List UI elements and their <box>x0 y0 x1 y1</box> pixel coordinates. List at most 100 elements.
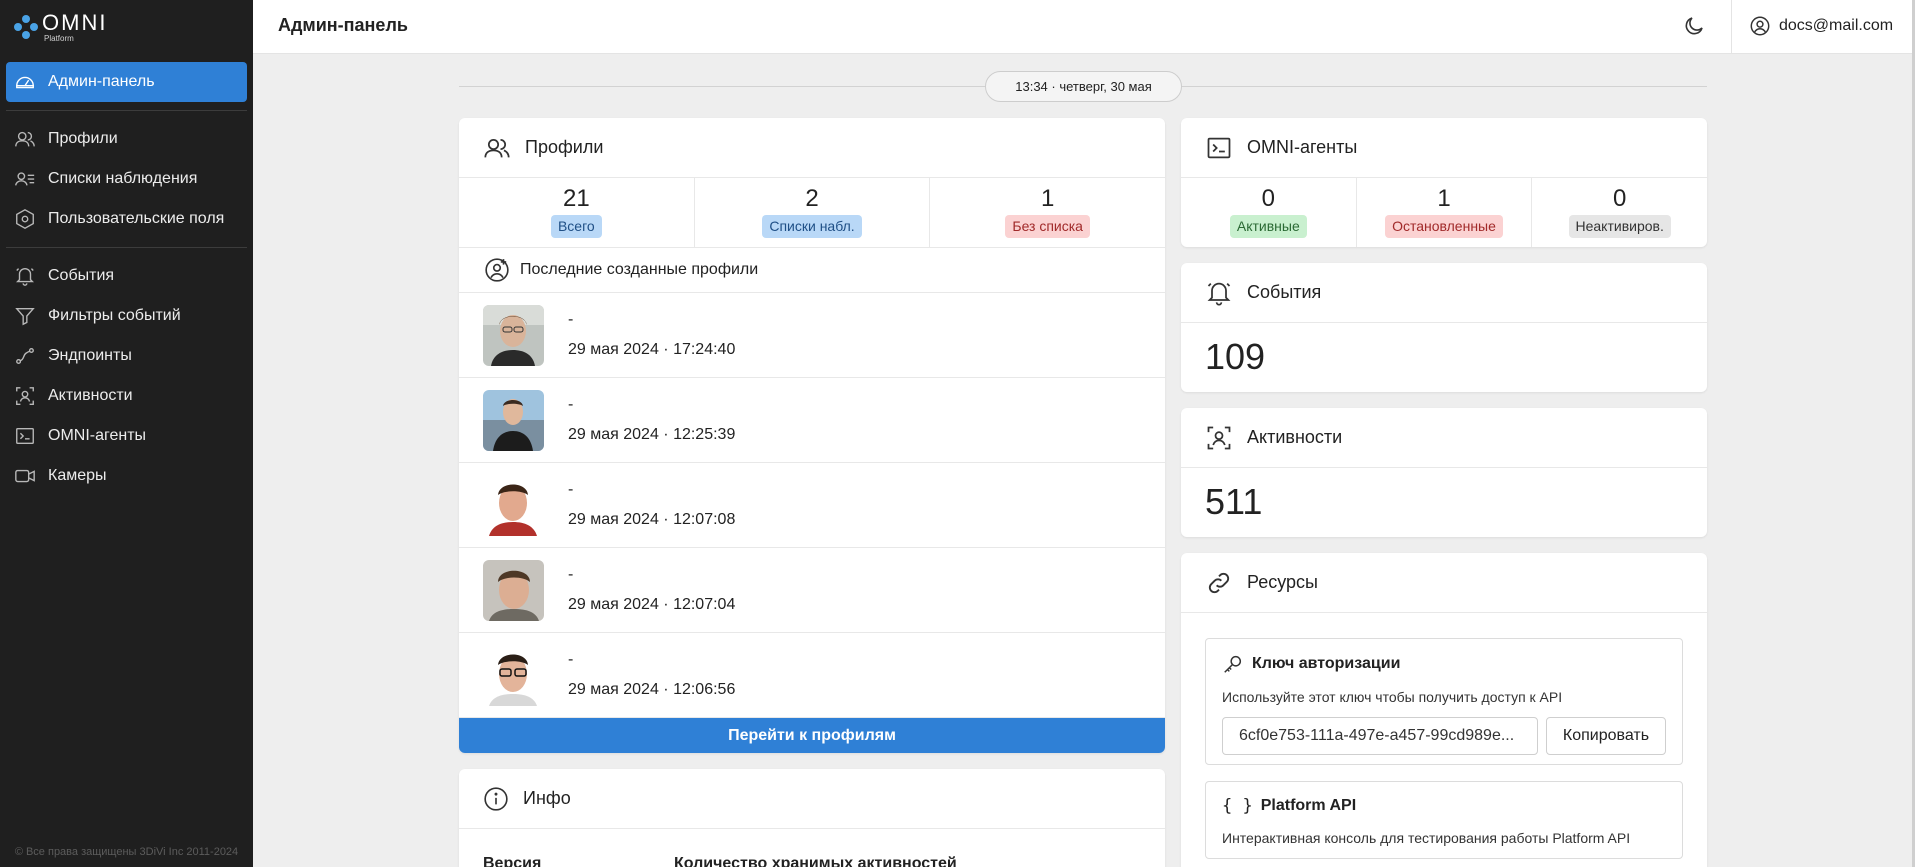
route-icon <box>14 345 36 367</box>
auth-key-panel: Ключ авторизации Используйте этот ключ ч… <box>1205 638 1683 765</box>
avatar <box>483 474 544 536</box>
activities-card-header: Активности <box>1181 408 1707 468</box>
user-menu[interactable]: docs@mail.com <box>1749 15 1893 37</box>
terminal-icon <box>1207 137 1231 158</box>
moon-icon[interactable] <box>1682 14 1706 38</box>
sidebar-item-label: Админ-панель <box>48 73 155 90</box>
activities-count: 511 <box>1205 481 1263 522</box>
stat-badge: Списки набл. <box>762 215 862 238</box>
go-to-profiles-button[interactable]: Перейти к профилям <box>459 718 1165 753</box>
platform-api-panel[interactable]: { } Platform API Интерактивная консоль д… <box>1205 781 1683 859</box>
profile-name: - <box>568 651 574 668</box>
profiles-card: Профили 21 Всего 2 Списки набл. 1 Без сп… <box>459 118 1165 753</box>
info-card-header: Инфо <box>459 769 1165 829</box>
user-plus-icon <box>485 258 509 282</box>
user-circle-icon <box>1750 16 1770 36</box>
sidebar-item-profiles[interactable]: Профили <box>6 119 247 159</box>
card-title: Профили <box>525 137 604 157</box>
stat-stopped[interactable]: 1 Остановленные <box>1357 178 1533 247</box>
auth-key-field[interactable]: 6cf0e753-111a-497e-a457-99cd989e... <box>1222 717 1538 755</box>
braces-icon: { } <box>1222 796 1253 816</box>
page-title: Админ-панель <box>278 15 408 35</box>
agents-stats: 0 Активные 1 Остановленные 0 Неактивиров… <box>1181 178 1707 247</box>
sidebar-item-event-filters[interactable]: Фильтры событий <box>6 296 247 336</box>
sidebar-item-label: Эндпоинты <box>48 347 132 364</box>
recent-profiles-title: Последние созданные профили <box>520 261 759 278</box>
profile-row[interactable]: - 29 мая 2024 · 12:06:56 <box>459 633 1165 718</box>
profile-date: 29 мая 2024 · 12:06:56 <box>568 681 736 698</box>
avatar <box>483 559 544 621</box>
agents-card-header: OMNI-агенты <box>1181 118 1707 178</box>
logo-brand: OMNI <box>42 9 108 35</box>
stat-value: 21 <box>562 185 590 212</box>
omni-logo[interactable]: OMNI Platform <box>14 9 108 43</box>
sidebar: OMNI Platform Админ-панель Профили Списк… <box>0 0 253 867</box>
sidebar-item-activities[interactable]: Активности <box>6 376 247 416</box>
sidebar-item-label: OMNI-агенты <box>48 427 147 444</box>
profile-row[interactable]: - 29 мая 2024 · 12:07:08 <box>459 463 1165 548</box>
stat-badge: Неактивиров. <box>1568 215 1671 238</box>
sidebar-item-omni-agents[interactable]: OMNI-агенты <box>6 416 247 456</box>
user-email: docs@mail.com <box>1779 17 1894 34</box>
profile-row[interactable]: - 29 мая 2024 · 12:07:04 <box>459 548 1165 633</box>
sidebar-item-custom-fields[interactable]: Пользовательские поля <box>6 199 247 239</box>
filter-icon <box>14 305 36 327</box>
bell-icon <box>1207 282 1231 306</box>
bell-icon <box>14 265 36 287</box>
profile-name: - <box>568 396 574 413</box>
sidebar-item-watchlists[interactable]: Списки наблюдения <box>6 159 247 199</box>
copy-button[interactable]: Копировать <box>1546 717 1666 755</box>
stat-watchlists[interactable]: 2 Списки набл. <box>695 178 931 247</box>
users-icon <box>14 128 36 150</box>
info-icon <box>484 786 508 811</box>
sidebar-item-endpoints[interactable]: Эндпоинты <box>6 336 247 376</box>
stat-badge: Остановленные <box>1385 215 1503 238</box>
date-pill: 13:34 · четверг, 30 мая <box>985 71 1182 102</box>
sidebar-item-events[interactable]: События <box>6 256 247 296</box>
sidebar-item-admin-panel[interactable]: Админ-панель <box>6 62 247 102</box>
terminal-icon <box>14 425 36 447</box>
agents-card: OMNI-агенты 0 Активные 1 Остановленные 0… <box>1181 118 1707 247</box>
profile-date: 29 мая 2024 · 12:07:04 <box>568 596 736 613</box>
platform-api-title: Platform API <box>1260 797 1357 814</box>
profile-row[interactable]: - 29 мая 2024 · 12:25:39 <box>459 378 1165 463</box>
stat-badge: Активные <box>1229 215 1307 238</box>
profile-name: - <box>568 311 574 328</box>
auth-key-title: Ключ авторизации <box>1252 655 1401 672</box>
users-icon <box>484 138 510 157</box>
stat-badge: Без списка <box>1005 215 1090 238</box>
stat-inactive[interactable]: 0 Неактивиров. <box>1532 178 1707 247</box>
sidebar-item-label: Списки наблюдения <box>48 170 198 187</box>
stat-no-list[interactable]: 1 Без списка <box>930 178 1165 247</box>
sidebar-item-cameras[interactable]: Камеры <box>6 456 247 496</box>
avatar <box>483 389 544 451</box>
events-card-header: События <box>1181 263 1707 323</box>
stat-value: 0 <box>1261 185 1276 212</box>
stat-active[interactable]: 0 Активные <box>1181 178 1357 247</box>
dashboard-icon <box>14 71 36 93</box>
stat-value: 1 <box>1041 185 1055 212</box>
activities-card[interactable]: Активности 511 <box>1181 408 1707 537</box>
card-title: Инфо <box>523 788 571 808</box>
key-icon <box>1224 655 1242 673</box>
logo-sub: Platform <box>44 33 74 43</box>
divider <box>6 110 247 111</box>
copyright: © Все права защищены 3DiVi Inc 2011-2024 <box>14 846 239 858</box>
avatar <box>483 304 544 366</box>
stat-total[interactable]: 21 Всего <box>459 178 695 247</box>
stat-badge: Всего <box>550 215 602 238</box>
profiles-card-header: Профили <box>459 118 1165 178</box>
profile-row[interactable]: - 29 мая 2024 · 17:24:40 <box>459 293 1165 378</box>
top-header: Админ-панель docs@mail.com <box>253 0 1915 54</box>
scan-user-icon <box>14 385 36 407</box>
user-list-icon <box>14 168 36 190</box>
events-card[interactable]: События 109 <box>1181 263 1707 392</box>
stat-value: 0 <box>1613 185 1627 212</box>
auth-key-description: Используйте этот ключ чтобы получить дос… <box>1222 689 1563 705</box>
resources-card-header: Ресурсы <box>1181 553 1707 613</box>
hexagon-icon <box>14 208 36 230</box>
version-label: Версия <box>483 855 542 867</box>
profile-date: 29 мая 2024 · 17:24:40 <box>568 341 736 358</box>
profile-name: - <box>568 481 574 498</box>
page-scrollbar[interactable] <box>1912 0 1915 867</box>
